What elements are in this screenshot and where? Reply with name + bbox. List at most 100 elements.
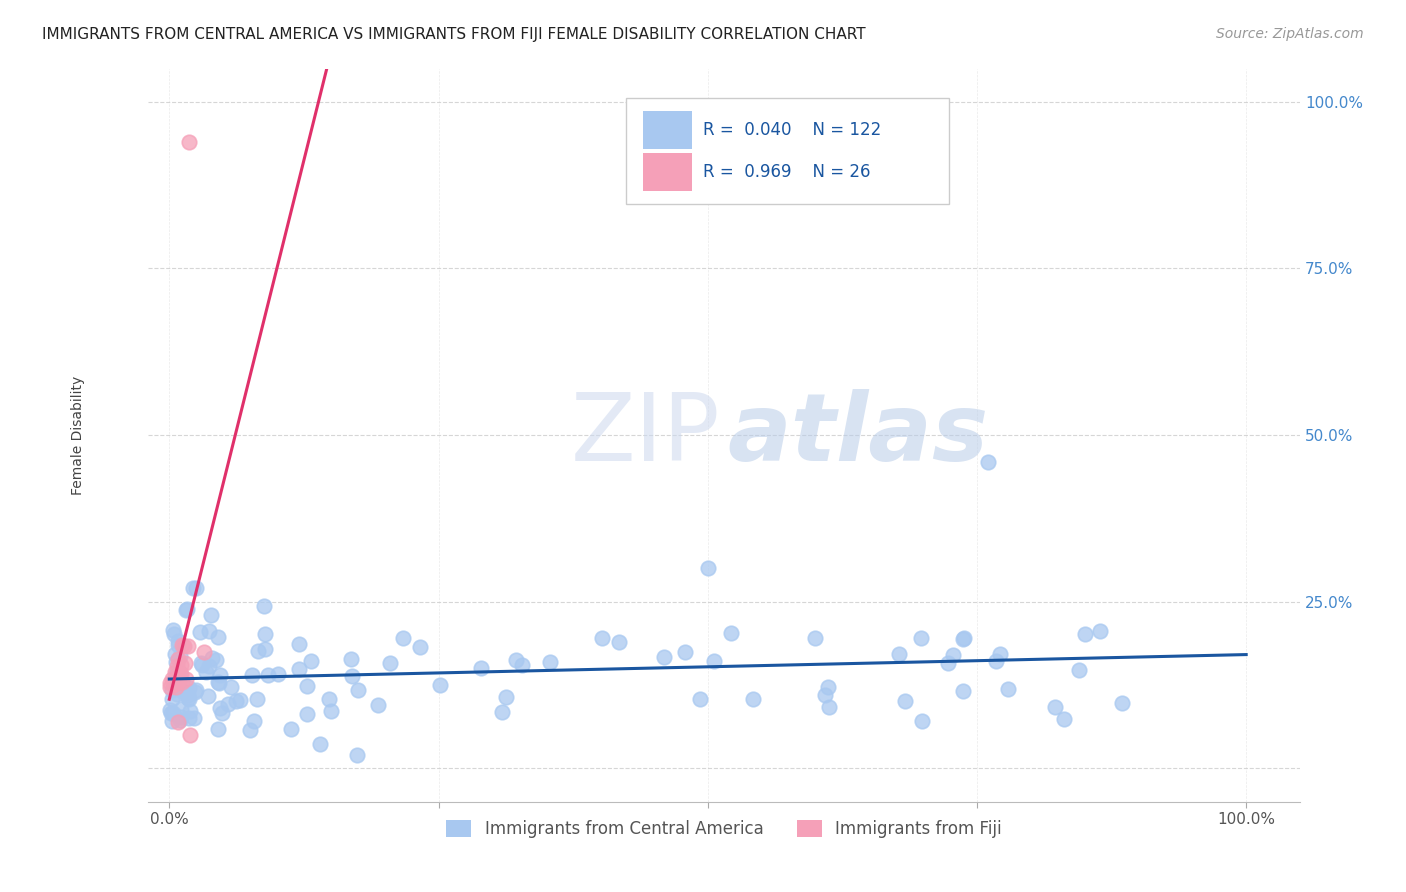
Point	[174, 684, 197, 698]
Point	[703, 654, 725, 668]
FancyBboxPatch shape	[643, 111, 692, 149]
Point	[169, 648, 191, 663]
Point	[673, 645, 696, 659]
Point	[160, 692, 183, 706]
Point	[166, 658, 188, 673]
Point	[887, 647, 910, 661]
Point	[183, 685, 205, 699]
Point	[162, 674, 184, 689]
Point	[166, 665, 188, 680]
Point	[247, 643, 270, 657]
Y-axis label: Female Disability: Female Disability	[72, 376, 86, 495]
Point	[186, 683, 208, 698]
Point	[225, 694, 247, 708]
Point	[177, 688, 200, 702]
Point	[253, 599, 276, 614]
Point	[491, 705, 513, 719]
Point	[818, 699, 841, 714]
Point	[172, 684, 194, 698]
Point	[167, 651, 190, 665]
Point	[817, 681, 839, 695]
Point	[208, 701, 231, 715]
Point	[184, 581, 207, 595]
Point	[346, 747, 368, 762]
Point	[167, 671, 190, 685]
Point	[953, 631, 976, 645]
Point	[295, 706, 318, 721]
Point	[193, 645, 215, 659]
Point	[997, 681, 1019, 696]
Point	[894, 694, 917, 708]
Point	[318, 692, 340, 706]
Point	[1073, 627, 1095, 641]
Point	[378, 656, 401, 670]
Point	[177, 691, 200, 706]
Point	[167, 634, 190, 648]
Point	[814, 689, 837, 703]
Point	[217, 697, 239, 711]
Point	[162, 714, 184, 728]
Text: IMMIGRANTS FROM CENTRAL AMERICA VS IMMIGRANTS FROM FIJI FEMALE DISABILITY CORREL: IMMIGRANTS FROM CENTRAL AMERICA VS IMMIG…	[42, 27, 866, 42]
Point	[977, 455, 1000, 469]
Point	[170, 638, 193, 652]
Point	[160, 682, 183, 697]
Point	[174, 656, 197, 670]
Point	[195, 665, 218, 679]
Point	[205, 653, 228, 667]
Point	[221, 681, 243, 695]
Point	[177, 135, 200, 149]
Point	[163, 665, 186, 679]
Point	[179, 704, 201, 718]
Point	[159, 703, 181, 717]
Point	[208, 675, 231, 690]
Point	[505, 653, 527, 667]
Point	[689, 691, 711, 706]
Point	[239, 723, 262, 738]
Point	[162, 706, 184, 720]
Point	[607, 635, 630, 649]
Point	[177, 681, 200, 695]
Point	[266, 667, 288, 681]
Point	[952, 684, 974, 698]
Point	[163, 677, 186, 691]
Point	[170, 667, 193, 681]
Point	[198, 659, 221, 673]
Text: ZIP: ZIP	[571, 389, 720, 481]
Point	[190, 656, 212, 670]
Point	[170, 658, 193, 673]
Point	[243, 714, 266, 728]
Point	[245, 692, 267, 706]
Point	[288, 662, 311, 676]
Point	[162, 623, 184, 637]
Point	[1088, 624, 1111, 638]
Point	[176, 602, 198, 616]
Point	[299, 654, 322, 668]
Point	[177, 639, 200, 653]
Point	[696, 561, 718, 575]
Point	[197, 689, 219, 703]
Point	[181, 581, 204, 595]
Point	[470, 661, 492, 675]
Point	[742, 692, 765, 706]
Point	[159, 681, 181, 695]
Point	[495, 690, 517, 704]
Point	[952, 632, 974, 646]
Point	[176, 603, 198, 617]
Point	[936, 656, 959, 670]
Point	[160, 672, 183, 686]
Point	[942, 648, 965, 662]
Point	[166, 687, 188, 701]
Point	[720, 625, 742, 640]
Point	[988, 647, 1011, 661]
Point	[591, 632, 613, 646]
Point	[170, 710, 193, 724]
Point	[160, 706, 183, 721]
Point	[229, 693, 252, 707]
Point	[309, 737, 332, 751]
Point	[295, 679, 318, 693]
Point	[179, 728, 201, 742]
Text: R =  0.040    N = 122: R = 0.040 N = 122	[703, 121, 882, 139]
Point	[984, 654, 1007, 668]
Point	[253, 641, 276, 656]
Point	[209, 668, 232, 682]
